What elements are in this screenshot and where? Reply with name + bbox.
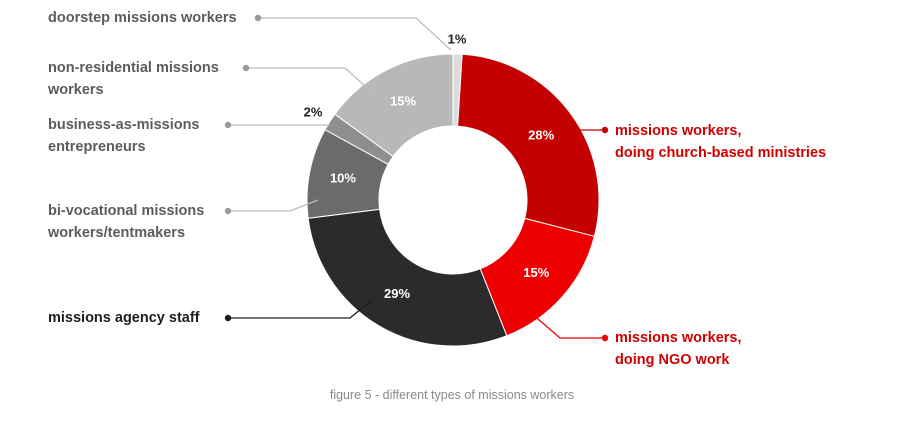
leader-line-bi-vocational [228,199,319,212]
legend-label-ngo-work: missions workers, doing NGO work [615,327,742,371]
legend-label-doorstep: doorstep missions workers [48,7,237,29]
slice-value-label-bi-vocational: 10% [330,170,356,185]
legend-label-line: missions workers, [615,330,742,346]
leader-line-agency-staff [228,299,373,319]
leader-bullet-ngo-work [601,334,609,342]
legend-label-line: business-as-missions [48,117,200,133]
slice-value-label-non-residential: 15% [390,93,416,108]
legend-label-line: workers [48,82,104,98]
slice-value-label-business-as-missions: 2% [304,104,323,119]
legend-label-line: workers/tentmakers [48,225,186,241]
figure-caption: figure 5 - different types of missions w… [329,388,575,402]
leader-bullet-bi-vocational [224,207,232,215]
legend-label-line: missions workers, [615,123,742,139]
legend-label-line: doorstep missions workers [48,10,237,26]
legend-label-line: entrepreneurs [48,139,146,155]
leader-line-ngo-work [529,311,605,339]
slice-value-label-doorstep: 1% [448,31,467,46]
leader-bullet-agency-staff [224,314,232,322]
legend-label-business-as-missions: business-as-missions entrepreneurs [48,114,200,158]
donut-slice-agency-staff [307,208,508,347]
legend-label-line: bi-vocational missions [48,203,205,219]
slice-value-label-agency-staff: 29% [384,286,410,301]
legend-label-church-based: missions workers, doing church-based min… [615,120,826,164]
leader-bullet-doorstep [254,14,262,22]
leader-bullet-business-as-missions [224,121,232,129]
leader-bullet-church-based [601,126,609,134]
legend-label-agency-staff: missions agency staff [48,307,200,329]
slice-value-label-ngo-work: 15% [523,265,549,280]
donut-slice-non-residential [334,53,454,158]
donut-slice-church-based [457,53,600,237]
legend-label-line: non-residential missions [48,60,219,76]
legend-label-line: missions agency staff [48,310,200,326]
leader-bullet-non-residential [242,64,250,72]
leader-line-non-residential [246,67,376,96]
legend-label-bi-vocational: bi-vocational missions workers/tentmaker… [48,200,204,244]
legend-label-line: doing church-based ministries [615,145,827,161]
leader-line-doorstep [258,17,452,51]
legend-label-non-residential: non-residential missions workers [48,57,219,101]
slice-value-label-church-based: 28% [528,127,554,142]
legend-label-line: doing NGO work [615,352,730,368]
